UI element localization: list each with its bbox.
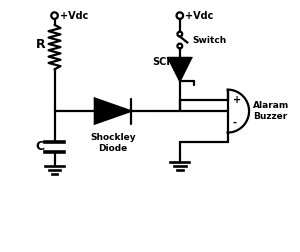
Text: +Vdc: +Vdc (185, 11, 214, 21)
Text: Switch: Switch (192, 36, 226, 45)
Text: SCR: SCR (152, 57, 174, 67)
Text: +Vdc: +Vdc (60, 11, 88, 21)
Text: Alaram
Buzzer: Alaram Buzzer (253, 101, 289, 121)
Text: C: C (35, 140, 44, 153)
Polygon shape (169, 58, 191, 81)
Polygon shape (95, 99, 130, 124)
Text: Shockley
Diode: Shockley Diode (90, 134, 136, 153)
Text: R: R (36, 38, 46, 51)
Text: -: - (233, 117, 237, 128)
Text: +: + (233, 95, 241, 105)
